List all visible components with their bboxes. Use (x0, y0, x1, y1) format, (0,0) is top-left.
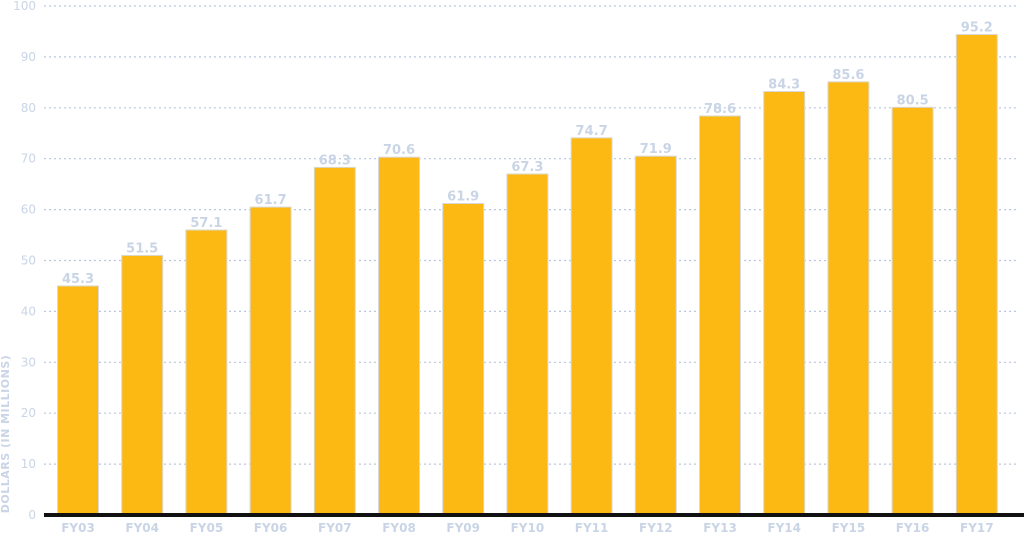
y-axis-ticks: 0 10 20 30 40 50 60 70 80 90 100 (13, 0, 36, 522)
data-label-fy13: 78.6 (704, 102, 736, 117)
data-label-fy15: 85.6 (832, 68, 864, 83)
x-tick-label: FY14 (767, 521, 801, 534)
y-tick-label: 80 (21, 101, 36, 115)
data-label-fy08: 70.6 (383, 143, 415, 158)
y-tick-label: 60 (21, 203, 36, 217)
data-label-fy11: 74.7 (576, 124, 608, 139)
y-tick-label: 10 (21, 457, 36, 471)
data-label-fy03: 45.3 (62, 272, 94, 287)
bar-fy11 (570, 137, 613, 516)
x-tick-label: FY15 (832, 521, 866, 534)
bar-fy09 (442, 202, 485, 516)
bar-fy13 (699, 115, 741, 516)
x-tick-label: FY05 (190, 521, 224, 534)
y-tick-label: 70 (21, 152, 36, 166)
bar-fy10 (506, 173, 549, 516)
bars (57, 34, 998, 516)
data-label-fy16: 80.5 (897, 93, 929, 108)
x-tick-label: FY04 (125, 521, 159, 534)
data-label-fy06: 61.7 (255, 193, 287, 208)
data-label-fy17: 95.2 (961, 21, 993, 36)
bar-fy05 (185, 229, 228, 516)
data-label-fy07: 68.3 (319, 153, 351, 168)
y-tick-label: 40 (21, 304, 36, 318)
x-tick-label: FY16 (896, 521, 930, 534)
data-label-fy09: 61.9 (447, 189, 479, 204)
x-tick-label: FY08 (382, 521, 416, 534)
x-tick-label: FY09 (446, 521, 480, 534)
data-label-fy14: 84.3 (768, 78, 800, 93)
y-axis-title: DOLLARS (IN MILLIONS) (0, 355, 12, 514)
data-label-fy05: 57.1 (190, 216, 222, 231)
bar-fy14 (763, 91, 806, 516)
y-tick-label: 100 (13, 0, 36, 13)
x-tick-label: FY10 (511, 521, 545, 534)
x-tick-label: FY12 (639, 521, 673, 534)
y-tick-label: 20 (21, 406, 36, 420)
x-tick-label: FY11 (575, 521, 609, 534)
y-tick-label: 90 (21, 50, 36, 64)
x-axis-ticks: FY03 FY04 FY05 FY06 FY07 FY08 FY09 FY10 FY11 FY12… (61, 521, 993, 534)
x-tick-label: FY13 (703, 521, 737, 534)
data-label-fy12: 71.9 (640, 142, 672, 157)
bar-fy08 (378, 156, 420, 516)
y-tick-label: 50 (21, 254, 36, 268)
x-tick-label: FY03 (61, 521, 95, 534)
x-tick-label: FY06 (254, 521, 288, 534)
data-label-fy10: 67.3 (511, 160, 543, 175)
y-tick-label: 30 (21, 355, 36, 369)
bar-fy17 (955, 34, 998, 516)
x-tick-label: FY17 (960, 521, 994, 534)
bar-fy12 (634, 155, 677, 516)
data-labels: 45.3 51.5 57.1 61.7 68.3 70.6 61.9 67.3 74.7 71.9… (62, 21, 993, 287)
x-tick-label: FY07 (318, 521, 352, 534)
data-label-fy04: 51.5 (126, 241, 158, 256)
bar-fy03 (57, 285, 99, 516)
bar-fy15 (827, 81, 870, 516)
bar-fy06 (249, 206, 292, 516)
bar-fy07 (313, 166, 356, 516)
bar-fy04 (121, 254, 164, 516)
y-tick-label: 0 (28, 508, 36, 522)
bar-fy16 (891, 106, 934, 516)
